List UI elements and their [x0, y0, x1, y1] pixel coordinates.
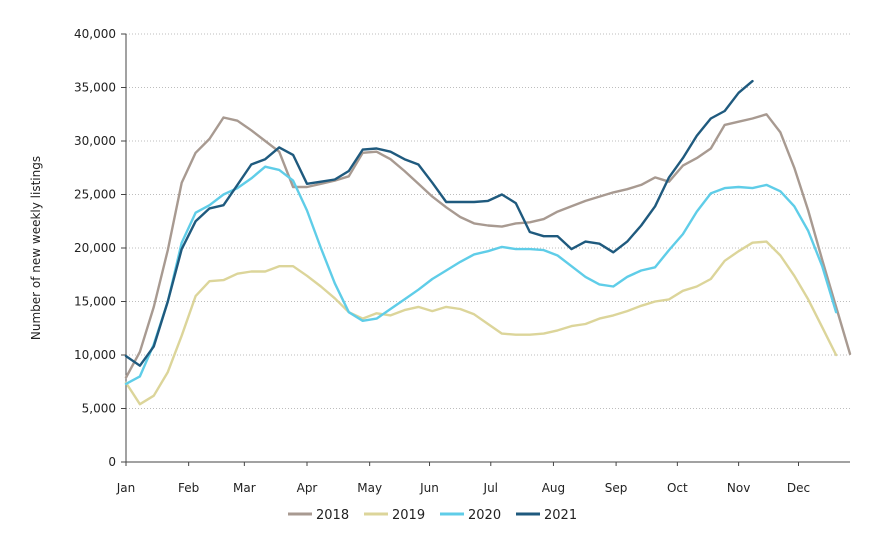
- x-tick-label: Dec: [787, 481, 810, 495]
- x-tick-label: Jul: [483, 481, 498, 495]
- y-tick-label: 30,000: [74, 134, 116, 148]
- series-line-2018: [124, 113, 852, 379]
- x-tick-label: Oct: [667, 481, 688, 495]
- gridlines: [126, 33, 850, 409]
- y-tick-label: 35,000: [74, 81, 116, 95]
- x-tick-label: Aug: [542, 481, 565, 495]
- y-tick-label: 20,000: [74, 241, 116, 255]
- x-tick-label: Mar: [233, 481, 256, 495]
- y-tick-label: 40,000: [74, 27, 116, 41]
- legend: 2018 2019 2020 2021: [288, 508, 577, 523]
- series-line-2021: [124, 79, 754, 367]
- x-tick-label: Jan: [116, 481, 136, 495]
- y-tick-label: 0: [108, 455, 116, 469]
- x-tick-label: Sep: [605, 481, 628, 495]
- y-tick-label: 25,000: [74, 188, 116, 202]
- legend-label-2019: 2019: [392, 508, 425, 523]
- series-line-2020: [124, 165, 838, 386]
- legend-label-2021: 2021: [544, 508, 577, 523]
- y-tick-label: 10,000: [74, 348, 116, 362]
- series-lines: [124, 79, 852, 406]
- legend-label-2018: 2018: [316, 508, 349, 523]
- legend-label-2020: 2020: [468, 508, 501, 523]
- x-tick-label: Nov: [727, 481, 750, 495]
- y-tick-label: 5,000: [82, 402, 116, 416]
- x-tick-labels: Jan Feb Mar Apr May Jun Jul Aug Sep Oct Nov Dec: [116, 462, 810, 495]
- y-tick-label: 15,000: [74, 295, 116, 309]
- x-tick-label: Jun: [419, 481, 439, 495]
- x-tick-label: May: [357, 481, 382, 495]
- y-axis-label: Number of new weekly listings: [29, 156, 43, 340]
- y-tick-labels: 0 5,000 10,000 15,000 20,000 25,000 30,000 35,0…: [74, 27, 126, 469]
- x-tick-label: Apr: [297, 481, 318, 495]
- series-line-2019: [124, 240, 838, 406]
- x-tick-label: Feb: [178, 481, 199, 495]
